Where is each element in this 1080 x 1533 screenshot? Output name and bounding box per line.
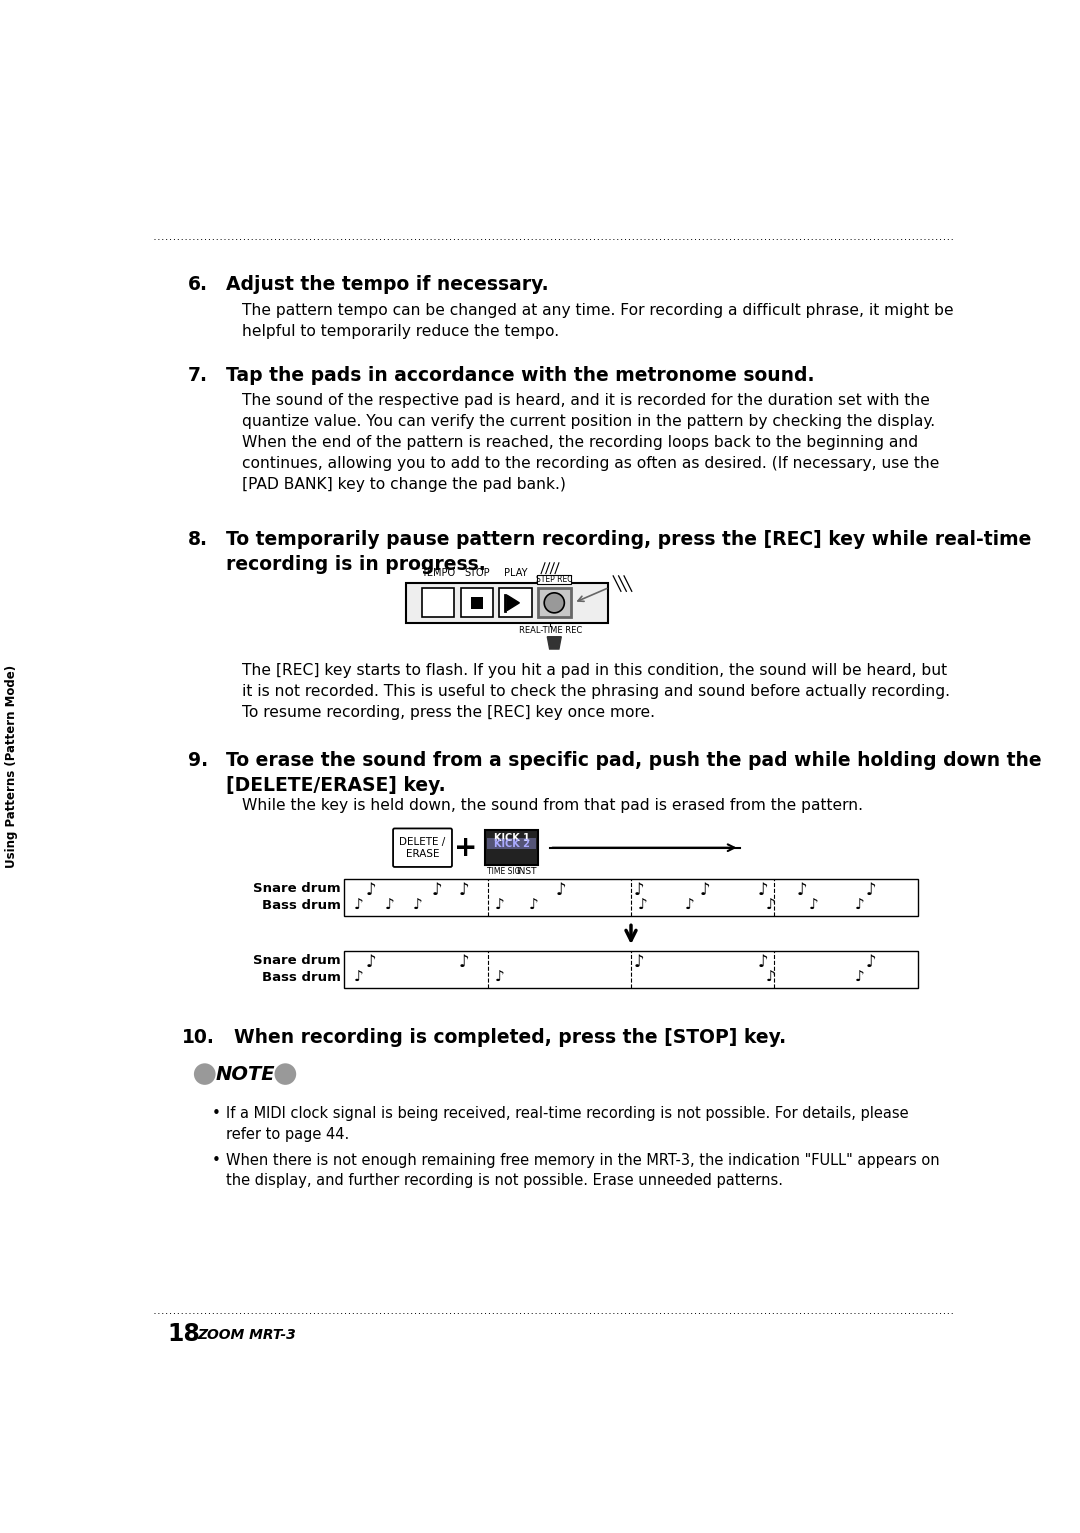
Polygon shape	[548, 636, 562, 648]
Text: 9.: 9.	[188, 751, 207, 771]
Text: ♪: ♪	[634, 881, 644, 898]
Text: KICK 1: KICK 1	[494, 834, 529, 843]
Text: ♪: ♪	[556, 881, 567, 898]
Bar	[499, 589, 531, 618]
Text: ♪: ♪	[757, 881, 768, 898]
Text: To erase the sound from a specific pad, push the pad while holding down the
[DEL: To erase the sound from a specific pad, …	[227, 751, 1042, 796]
Text: STEP REC: STEP REC	[536, 575, 572, 584]
Text: +: +	[455, 834, 477, 862]
Text: ♪: ♪	[459, 881, 470, 898]
Text: The [REC] key starts to flash. If you hit a pad in this condition, the sound wil: The [REC] key starts to flash. If you hi…	[242, 662, 950, 721]
Text: ♪: ♪	[529, 898, 539, 914]
Bar	[485, 829, 538, 866]
Bar	[345, 950, 918, 987]
Text: When there is not enough remaining free memory in the MRT-3, the indication "FUL: When there is not enough remaining free …	[227, 1153, 940, 1188]
Text: ♪: ♪	[366, 881, 377, 898]
Text: ♪: ♪	[808, 898, 818, 914]
Bar	[460, 589, 494, 618]
Text: ♪: ♪	[432, 881, 443, 898]
Text: 10.: 10.	[181, 1029, 214, 1047]
Text: Adjust the tempo if necessary.: Adjust the tempo if necessary.	[227, 274, 549, 294]
Text: When recording is completed, press the [STOP] key.: When recording is completed, press the […	[234, 1029, 786, 1047]
Text: The sound of the respective pad is heard, and it is recorded for the duration se: The sound of the respective pad is heard…	[242, 394, 940, 492]
Text: ♪: ♪	[413, 898, 422, 914]
Text: ♪: ♪	[766, 969, 775, 984]
Circle shape	[274, 1064, 296, 1085]
Text: Bass drum: Bass drum	[261, 898, 340, 912]
Text: ♪: ♪	[353, 969, 363, 984]
Text: ♪: ♪	[854, 898, 864, 914]
Text: ♪: ♪	[866, 881, 877, 898]
Bar	[537, 575, 571, 584]
Text: ♪: ♪	[766, 898, 775, 914]
Text: ♪: ♪	[495, 898, 504, 914]
Text: 6.: 6.	[188, 274, 207, 294]
Text: •: •	[212, 1107, 220, 1122]
Text: Bass drum: Bass drum	[261, 970, 340, 984]
Text: ♪: ♪	[638, 898, 648, 914]
Text: REAL-TIME REC: REAL-TIME REC	[518, 625, 582, 635]
Text: ♪: ♪	[796, 881, 807, 898]
Text: KICK 2: KICK 2	[494, 839, 529, 849]
Text: ♪: ♪	[854, 969, 864, 984]
Text: ♪: ♪	[700, 881, 710, 898]
Text: NOTE: NOTE	[215, 1064, 275, 1084]
Text: Snare drum: Snare drum	[253, 881, 340, 895]
Text: The pattern tempo can be changed at any time. For recording a difficult phrase, : The pattern tempo can be changed at any …	[242, 302, 954, 339]
Text: ♪: ♪	[366, 952, 377, 970]
Text: 18: 18	[167, 1321, 201, 1346]
Text: ♪: ♪	[866, 952, 877, 970]
Text: TIME SIG: TIME SIG	[487, 868, 521, 875]
Text: DELETE /
ERASE: DELETE / ERASE	[400, 837, 446, 858]
Bar	[487, 839, 537, 849]
Bar	[471, 596, 483, 609]
Bar	[345, 880, 918, 917]
Bar	[538, 589, 570, 618]
Text: ♪: ♪	[353, 898, 363, 914]
Text: ♪: ♪	[634, 952, 644, 970]
Polygon shape	[507, 595, 519, 610]
Text: While the key is held down, the sound from that pad is erased from the pattern.: While the key is held down, the sound fr…	[242, 797, 863, 812]
Text: To temporarily pause pattern recording, press the [REC] key while real-time
reco: To temporarily pause pattern recording, …	[227, 530, 1031, 575]
Text: Using Patterns (Pattern Mode): Using Patterns (Pattern Mode)	[5, 665, 18, 868]
Text: 8.: 8.	[188, 530, 207, 549]
Circle shape	[194, 1064, 216, 1085]
Text: Tap the pads in accordance with the metronome sound.: Tap the pads in accordance with the metr…	[227, 366, 815, 385]
Text: ZOOM MRT-3: ZOOM MRT-3	[197, 1328, 296, 1341]
Text: ♪: ♪	[459, 952, 470, 970]
Bar	[406, 583, 608, 622]
Text: 7.: 7.	[188, 366, 207, 385]
Text: PLAY: PLAY	[503, 569, 527, 578]
Text: If a MIDI clock signal is being received, real-time recording is not possible. F: If a MIDI clock signal is being received…	[227, 1107, 909, 1142]
Circle shape	[544, 593, 565, 613]
Text: STOP: STOP	[464, 569, 489, 578]
Text: ♪: ♪	[384, 898, 394, 914]
Text: ♪: ♪	[757, 952, 768, 970]
Text: •: •	[212, 1153, 220, 1168]
Text: Snare drum: Snare drum	[253, 954, 340, 967]
Text: ♪: ♪	[495, 969, 504, 984]
Text: ♪: ♪	[685, 898, 694, 914]
FancyBboxPatch shape	[393, 828, 451, 868]
Text: INST: INST	[516, 868, 537, 875]
Text: TEMPO: TEMPO	[421, 569, 455, 578]
Bar	[422, 589, 455, 618]
